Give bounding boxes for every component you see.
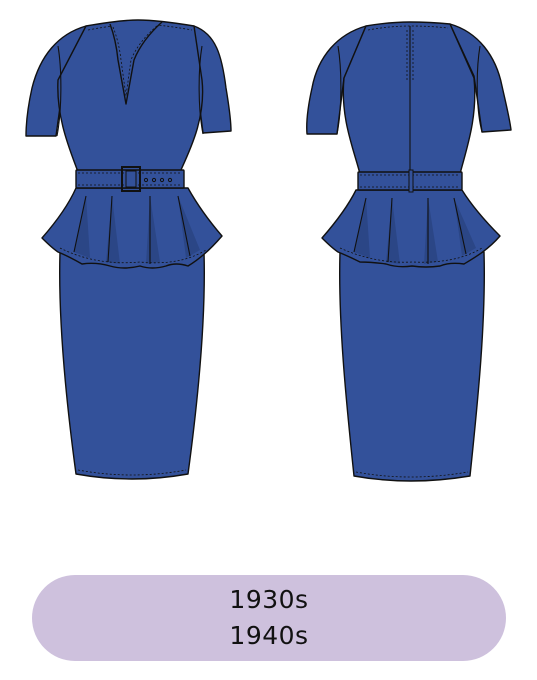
front-belt-holes — [143, 177, 173, 183]
front-bodice — [57, 19, 204, 173]
back-peplum — [321, 189, 501, 268]
dress-illustration: .f { fill: #33519a; stroke: #111; stroke… — [25, 19, 512, 482]
front-belt-buckle — [121, 166, 141, 192]
front-skirt — [59, 251, 205, 480]
era-label: 1930s 1940s — [32, 575, 506, 661]
back-right-sleeve — [449, 23, 512, 133]
back-left-sleeve — [306, 25, 367, 135]
dress-back-view — [306, 21, 512, 482]
back-belt-loop — [408, 169, 414, 193]
back-skirt — [339, 251, 485, 482]
front-right-sleeve — [193, 25, 232, 134]
dress-front-view — [25, 19, 232, 480]
era-label-line-2: 1940s — [229, 621, 309, 650]
back-bodice — [342, 21, 476, 175]
front-neckline — [109, 21, 163, 105]
era-label-line-1: 1930s — [229, 585, 309, 614]
